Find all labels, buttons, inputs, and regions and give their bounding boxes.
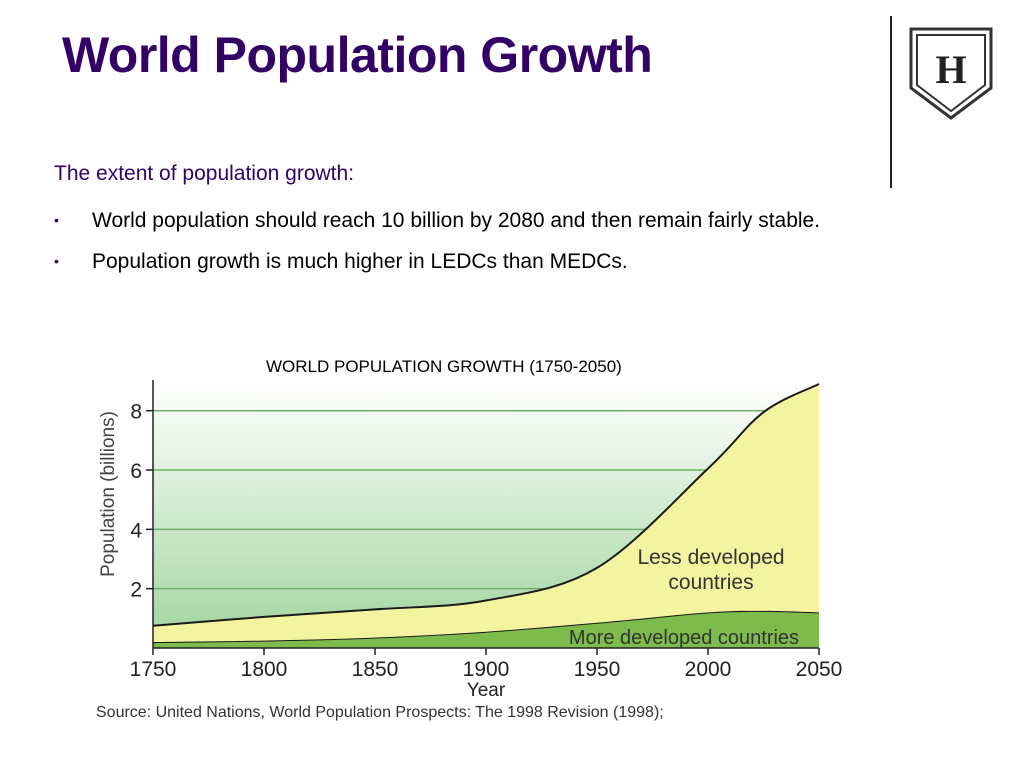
series-label-less-developed: Less developed	[637, 546, 784, 569]
y-tick-label: 4	[130, 519, 142, 542]
x-tick-label: 2050	[796, 658, 843, 681]
bullet-text: Population growth is much higher in LEDC…	[92, 250, 628, 273]
slide-title: World Population Growth	[62, 27, 653, 83]
y-tick-label: 6	[130, 460, 142, 483]
area-less-developed	[153, 384, 819, 643]
population-chart: 2 4 6 8 1750 1800 1850 1900 1950 2000 2050 Year Pop…	[90, 380, 860, 725]
bullet-icon: •	[54, 212, 59, 228]
bullet-icon: •	[54, 253, 59, 269]
source-note: Source: United Nations, World Population…	[96, 704, 664, 721]
y-axis-title: Population (billions)	[98, 411, 119, 577]
header-divider	[890, 16, 892, 188]
chart-title: WORLD POPULATION GROWTH (1750-2050)	[266, 357, 622, 376]
series-label-more-developed: More developed countries	[569, 627, 799, 649]
series-label-less-developed: countries	[668, 571, 753, 594]
y-tick-label: 8	[130, 401, 142, 424]
x-tick-label: 1950	[574, 658, 621, 681]
x-tick-label: 2000	[685, 658, 732, 681]
bullet-item: • Population growth is much higher in LE…	[54, 247, 864, 276]
area-more-developed	[153, 610, 819, 648]
series-line	[152, 383, 820, 627]
x-axis-title: Year	[467, 680, 506, 701]
y-tick-label: 2	[130, 579, 142, 602]
logo-letter: H	[935, 47, 966, 92]
bullet-list: • World population should reach 10 billi…	[54, 206, 864, 288]
x-tick-label: 1900	[463, 658, 510, 681]
bullet-text: World population should reach 10 billion…	[92, 209, 821, 232]
x-tick-label: 1850	[352, 658, 399, 681]
section-subtitle: The extent of population growth:	[54, 162, 355, 185]
shield-logo: H	[908, 26, 994, 122]
x-tick-label: 1800	[241, 658, 288, 681]
x-tick-label: 1750	[130, 658, 177, 681]
bullet-item: • World population should reach 10 billi…	[54, 206, 864, 235]
